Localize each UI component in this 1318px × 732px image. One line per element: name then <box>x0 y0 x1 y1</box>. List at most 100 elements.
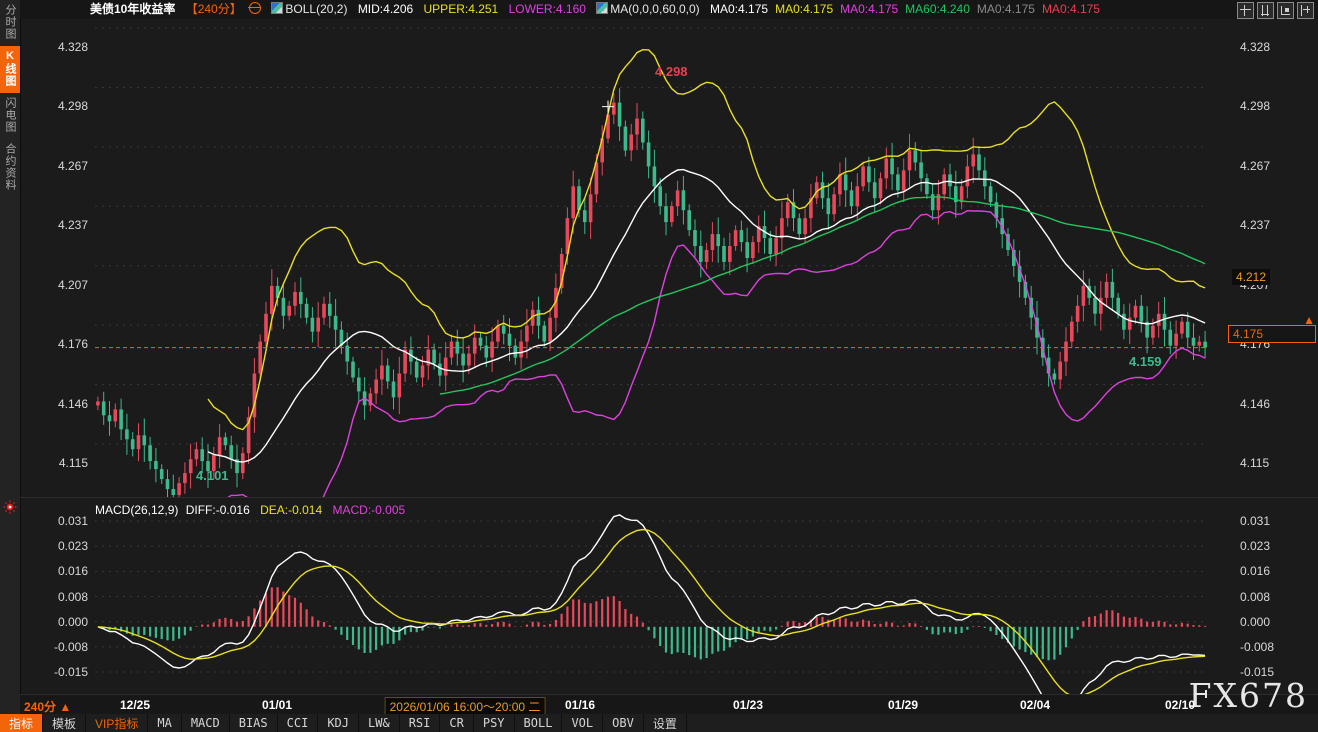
price-tick-right: 4.115 <box>1240 456 1270 470</box>
toolbar-btn-12[interactable]: BOLL <box>515 714 563 732</box>
price-plot-area[interactable]: 4.298 4.101 4.159 <box>95 19 1208 497</box>
toolbar-btn-1[interactable]: 模板 <box>43 714 87 732</box>
date-tick: 02/04 <box>1019 698 1051 712</box>
price-axis-left: 4.328 4.298 4.267 4.237 4.207 4.176 4.146 4.115 <box>20 19 92 497</box>
boll-indicator-icon[interactable] <box>271 2 284 14</box>
macd-tick-right: -0.008 <box>1240 639 1275 654</box>
price-tick-right: 4.146 <box>1240 396 1271 411</box>
chart-tool-buttons <box>1237 2 1314 19</box>
range-tool-icon[interactable] <box>1277 2 1294 19</box>
instrument-title: 美债10年收益率 <box>90 2 176 16</box>
macd-tick-right: 0.008 <box>1240 589 1271 604</box>
record-alert-icon[interactable] <box>3 500 17 514</box>
macd-tick-left: -0.015 <box>53 665 88 679</box>
toolbar-btn-7[interactable]: KDJ <box>318 714 360 732</box>
date-tick: 01/01 <box>261 698 293 712</box>
indicator-toolbar[interactable]: 指标 模板 VIP指标 MA MACD BIAS CCI KDJ LW& RSI CR PSY BOLL… <box>0 714 1318 732</box>
macd-tick-right: -0.015 <box>1240 665 1275 679</box>
toolbar-btn-10[interactable]: CR <box>440 714 474 732</box>
macd-macd-value: MACD:-0.005 <box>332 503 406 517</box>
toolbar-btn-4[interactable]: MACD <box>182 714 230 732</box>
sidebar-item-lightning-chart[interactable]: 闪电图 <box>4 97 16 133</box>
price-tick-left: 4.267 <box>57 158 88 173</box>
period-indicator[interactable]: 240分 ▲ <box>24 700 72 714</box>
price-marker-last: 4.175 <box>1228 325 1316 343</box>
toolbar-btn-15[interactable]: 设置 <box>644 714 687 732</box>
ma-indicator-icon[interactable] <box>596 2 609 14</box>
watermark: FX678 <box>1188 676 1308 715</box>
price-chart-pane[interactable]: 4.328 4.298 4.267 4.237 4.207 4.176 4.146 4.115… <box>20 19 1318 497</box>
price-tick-right: 4.328 <box>1240 40 1271 54</box>
toolbar-btn-8[interactable]: LW& <box>359 714 400 732</box>
price-tick-right: 4.267 <box>1240 158 1271 173</box>
toolbar-btn-11[interactable]: PSY <box>474 714 515 732</box>
toolbar-btn-14[interactable]: OBV <box>603 714 644 732</box>
crosshair-tool-icon[interactable] <box>1237 2 1254 19</box>
price-annotation: 4.298 <box>655 64 688 79</box>
crosshair-datetime-tooltip: 2026/01/06 16:00～20:00 二 <box>384 697 546 716</box>
price-annotation: 4.101 <box>196 468 229 483</box>
settings-circle-icon[interactable] <box>248 2 262 14</box>
price-marker-mid: 4.212 <box>1232 269 1271 285</box>
price-axis-right: 4.3284.2984.2674.2374.2074.1764.1464.115… <box>1210 19 1318 497</box>
period-label[interactable]: 【240分】 <box>185 2 242 16</box>
macd-legend: MACD(26,12,9) DIFF:-0.016 DEA:-0.014 MAC… <box>95 503 405 517</box>
price-tick-left: 4.115 <box>58 456 88 470</box>
price-tick-left: 4.237 <box>57 218 88 233</box>
macd-tick-left: 0.000 <box>57 614 88 629</box>
chart-legend-bar: 美债10年收益率 【240分】 BOLL(20,2) MID:4.206 UPP… <box>20 0 1318 19</box>
macd-tick-left: -0.008 <box>53 639 88 654</box>
date-tick: 01/16 <box>564 698 596 712</box>
price-tick-left: 4.176 <box>57 337 88 352</box>
macd-diff-value: DIFF:-0.016 <box>185 503 250 517</box>
price-tick-left: 4.298 <box>57 99 88 114</box>
toolbar-btn-6[interactable]: CCI <box>278 714 319 732</box>
boll-label: BOLL(20,2) <box>285 2 348 16</box>
expand-tool-icon[interactable] <box>1297 2 1314 19</box>
macd-tick-right: 0.016 <box>1240 564 1271 579</box>
macd-tick-right: 0.031 <box>1240 514 1271 528</box>
price-tick-left: 4.328 <box>57 40 88 54</box>
toolbar-btn-13[interactable]: VOL <box>562 714 604 732</box>
date-tick: 02/10 <box>1164 698 1196 712</box>
boll-upper-value: UPPER:4.251 <box>423 2 499 16</box>
macd-pane[interactable]: MACD(26,12,9) DIFF:-0.016 DEA:-0.014 MAC… <box>20 497 1318 695</box>
macd-axis-right: 0.031 0.023 0.016 0.008 0.000 -0.008 -0.015 <box>1210 498 1318 695</box>
sidebar-item-time-chart[interactable]: 分时图 <box>4 4 16 40</box>
ma-legend-0: MA0:4.175 <box>710 2 769 16</box>
date-tick: 12/25 <box>119 698 151 712</box>
sidebar-item-contract-info[interactable]: 合约资料 <box>4 143 16 191</box>
sidebar-item-kline-chart[interactable]: K线图 <box>0 46 20 93</box>
macd-canvas <box>95 514 1208 695</box>
ma-legend-2: MA0:4.175 <box>840 2 899 16</box>
price-tick-left: 4.146 <box>57 396 88 411</box>
ma-legend-3: MA60:4.240 <box>905 2 970 16</box>
ma-legend-1: MA0:4.175 <box>775 2 834 16</box>
toolbar-btn-9[interactable]: RSI <box>400 714 441 732</box>
ma-legend-4: MA0:4.175 <box>976 2 1035 16</box>
toolbar-btn-0[interactable]: 指标 <box>0 714 44 732</box>
macd-tick-right: 0.000 <box>1240 614 1271 629</box>
macd-tick-left: 0.031 <box>57 514 88 528</box>
vertical-measure-tool-icon[interactable] <box>1257 2 1274 19</box>
macd-dea-value: DEA:-0.014 <box>260 503 323 517</box>
macd-tick-left: 0.016 <box>57 564 88 579</box>
price-up-arrow-icon: ▲ <box>1303 313 1315 327</box>
macd-tick-right: 0.023 <box>1240 539 1271 554</box>
date-axis[interactable]: 240分 ▲ 12/25 01/01 01/16 01/23 01/29 02/04 02/… <box>20 694 1318 716</box>
boll-mid-value: MID:4.206 <box>357 2 414 16</box>
candlestick-canvas <box>95 27 1208 497</box>
macd-label: MACD(26,12,9) <box>95 503 179 517</box>
toolbar-btn-3[interactable]: MA <box>148 714 182 732</box>
price-tick-right: 4.237 <box>1240 218 1271 233</box>
date-tick: 01/29 <box>887 698 919 712</box>
boll-lower-value: LOWER:4.160 <box>508 2 586 16</box>
macd-tick-left: 0.008 <box>57 589 88 604</box>
price-tick-right: 4.298 <box>1240 99 1271 114</box>
toolbar-btn-5[interactable]: BIAS <box>230 714 278 732</box>
macd-axis-left: 0.031 0.023 0.016 0.008 0.000 -0.008 -0.015 <box>20 498 92 695</box>
price-tick-left: 4.207 <box>57 277 88 292</box>
toolbar-btn-2[interactable]: VIP指标 <box>86 714 149 732</box>
macd-plot-area[interactable] <box>95 498 1208 695</box>
ma-legend-5: MA0:4.175 <box>1041 2 1100 16</box>
